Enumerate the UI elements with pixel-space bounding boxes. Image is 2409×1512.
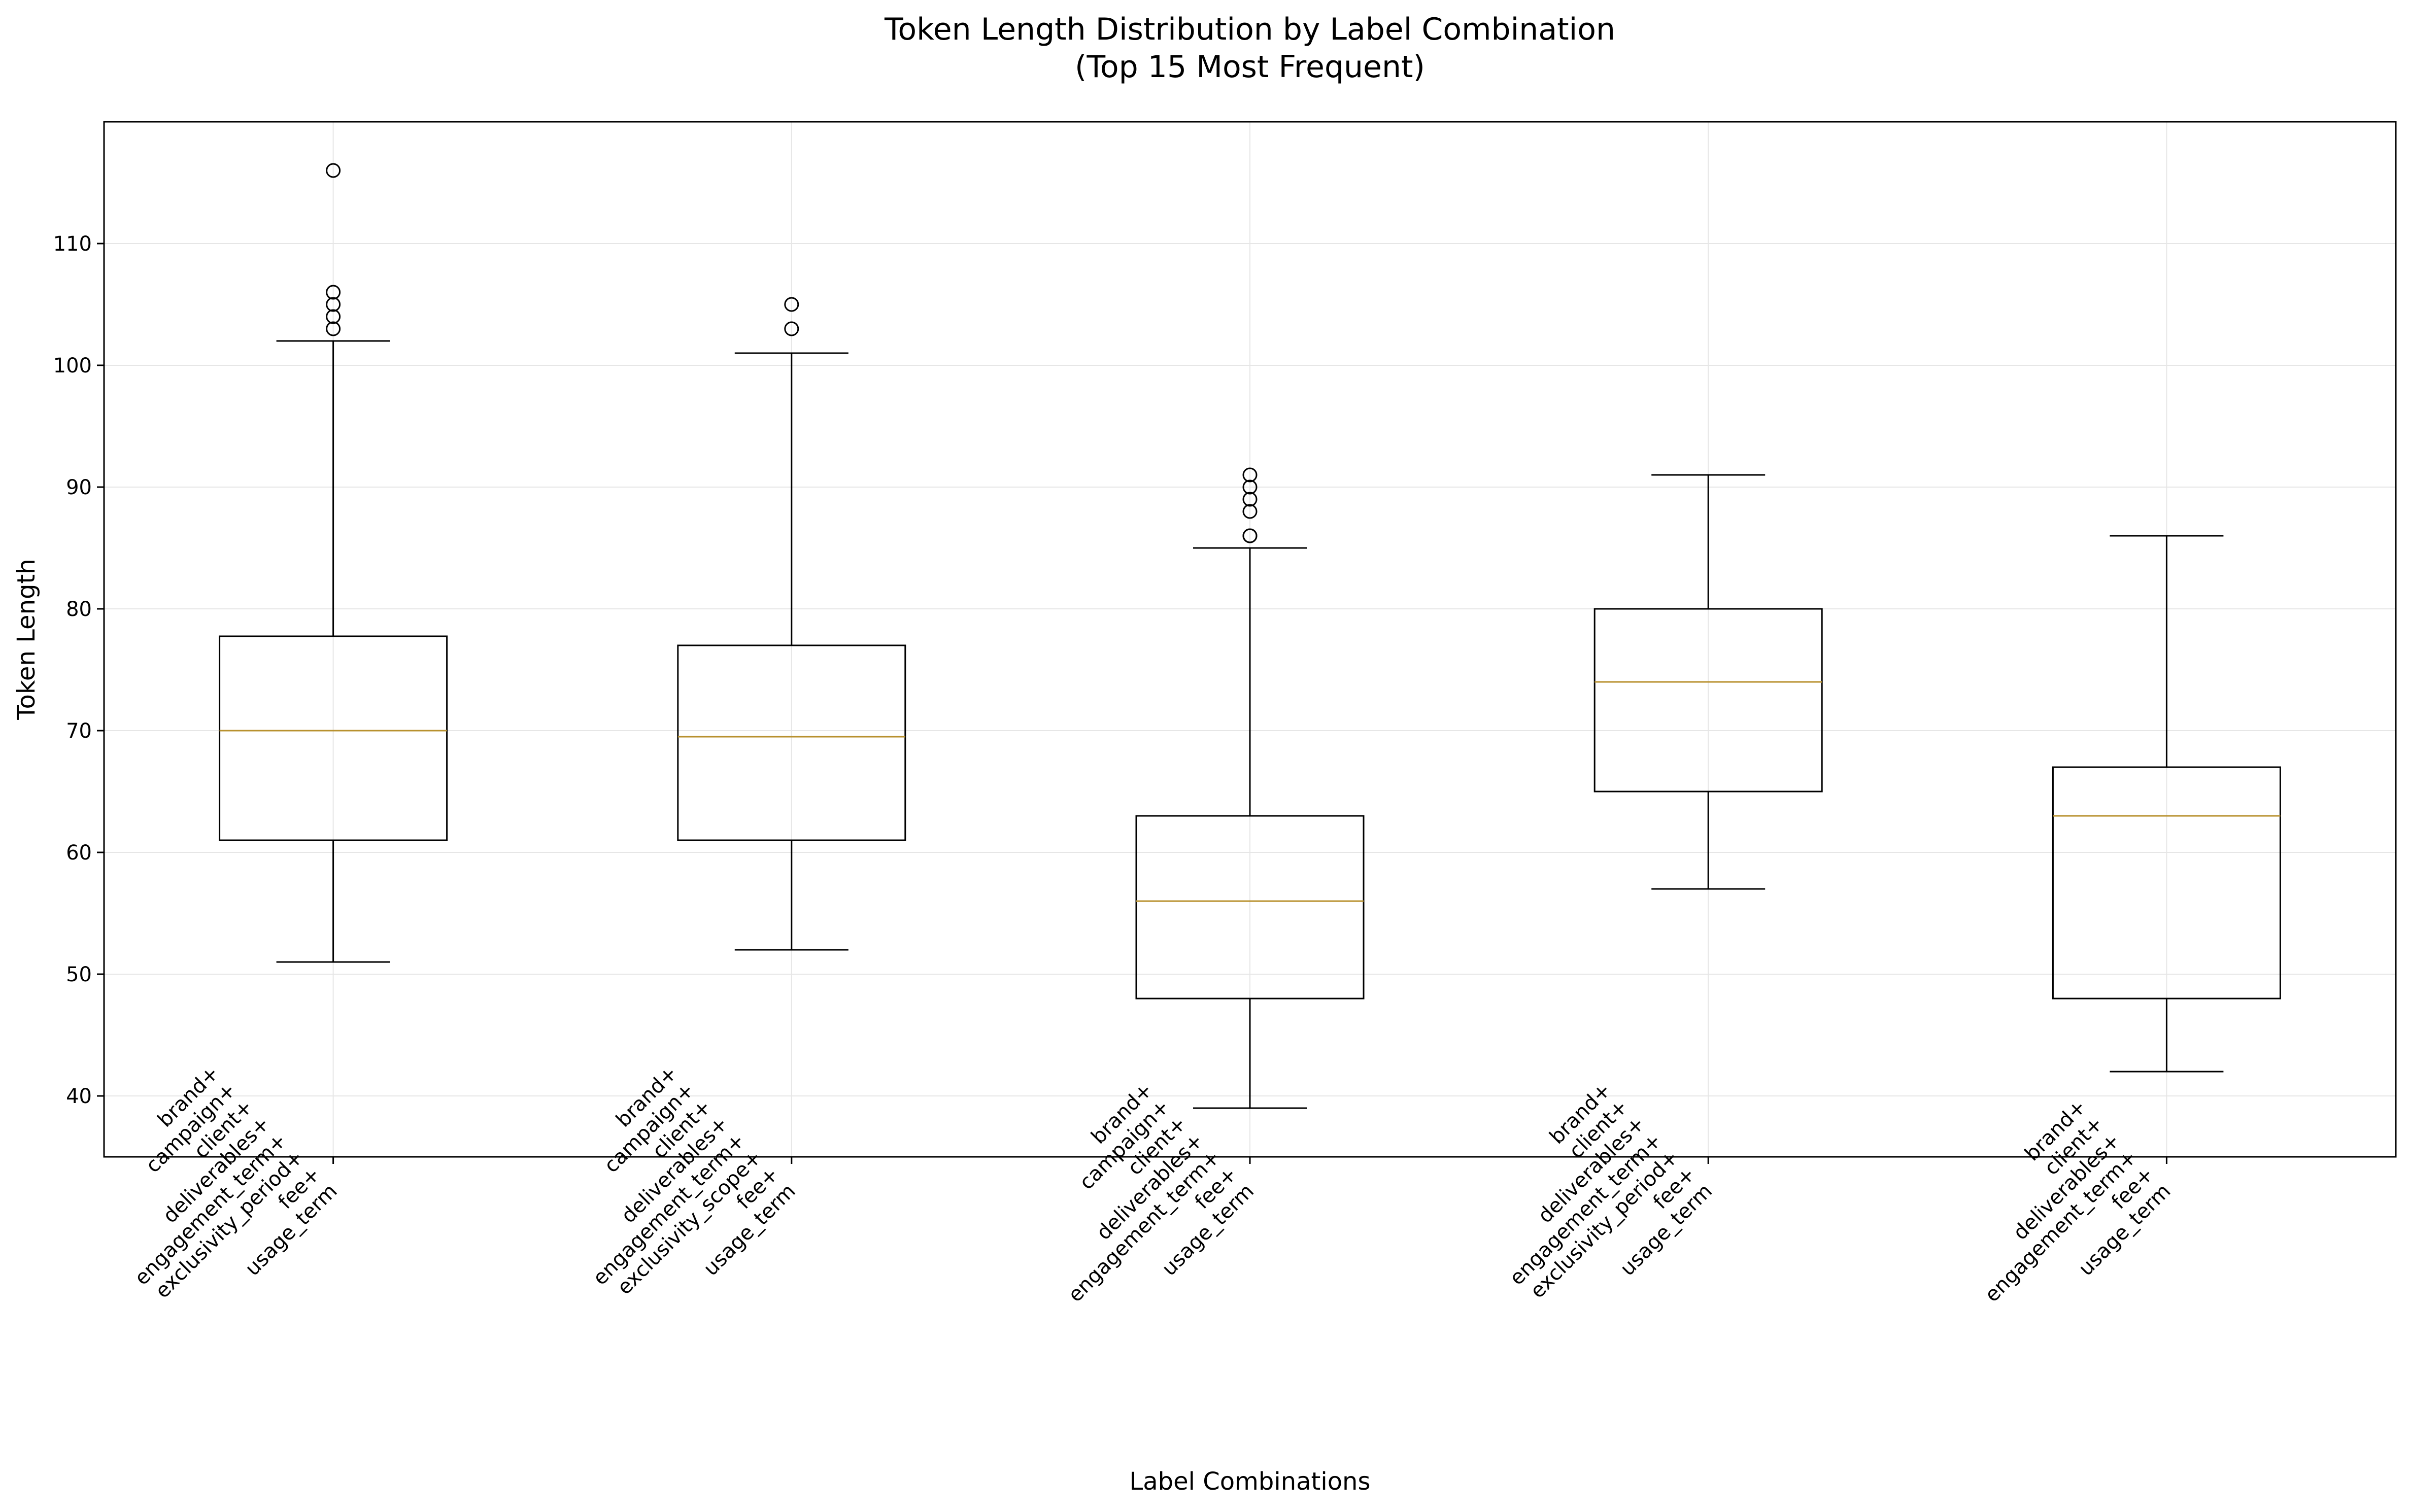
y-tick-label: 100 xyxy=(53,354,92,377)
box-group xyxy=(677,297,906,951)
y-axis-label: Token Length xyxy=(12,559,41,720)
x-axis-label: Label Combinations xyxy=(1130,1467,1371,1496)
box-layer xyxy=(219,163,2281,1109)
iqr-box xyxy=(2052,766,2281,1000)
iqr-box xyxy=(1593,608,1823,793)
outlier-point xyxy=(1242,504,1258,519)
iqr-box xyxy=(677,644,906,841)
chart-subtitle: (Top 15 Most Frequent) xyxy=(1075,49,1425,85)
y-tick-label: 60 xyxy=(66,841,92,865)
y-tick-label: 50 xyxy=(66,963,92,986)
y-tick-label: 110 xyxy=(53,232,92,256)
y-tick-label: 40 xyxy=(66,1085,92,1108)
outlier-point xyxy=(1242,467,1258,483)
outlier-point xyxy=(784,321,799,336)
outlier-point xyxy=(1242,528,1258,543)
y-axis-ticks: 40 50 60 70 80 90 100 110 xyxy=(53,232,104,1108)
box-group xyxy=(2052,535,2281,1073)
outlier-point xyxy=(326,297,341,312)
box-group xyxy=(1593,474,1823,890)
outlier-point xyxy=(784,297,799,312)
outlier-point xyxy=(1242,492,1258,507)
outlier-point xyxy=(1242,479,1258,495)
outlier-point xyxy=(326,163,341,178)
chart-title: Token Length Distribution by Label Combi… xyxy=(884,12,1615,47)
iqr-box xyxy=(1135,815,1365,1000)
outlier-point xyxy=(326,285,341,300)
y-tick-label: 70 xyxy=(66,719,92,743)
iqr-box xyxy=(219,635,448,841)
y-tick-label: 90 xyxy=(66,476,92,499)
y-tick-label: 80 xyxy=(66,598,92,621)
box-group xyxy=(219,163,448,963)
outlier-point xyxy=(326,309,341,324)
outlier-point xyxy=(326,321,341,336)
box-group xyxy=(1135,467,1365,1109)
